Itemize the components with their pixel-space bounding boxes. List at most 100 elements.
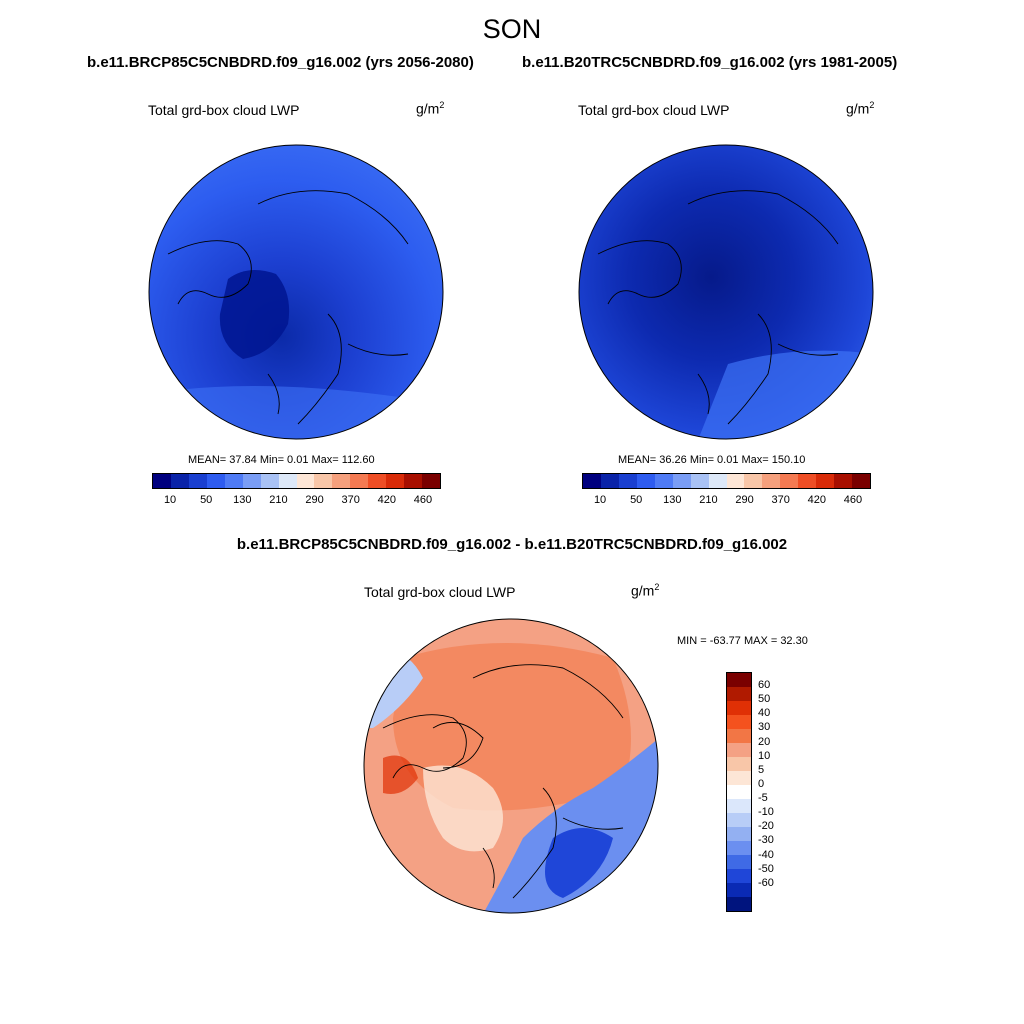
diff-colorbar-tick-label: -50 [758,862,774,875]
difference-title: b.e11.BRCP85C5CNBDRD.f09_g16.002 - b.e11… [236,536,788,553]
right-colorbar-swatch [834,474,853,488]
right-colorbar-tick-label: 420 [807,494,826,506]
right-colorbar-swatch [708,474,727,488]
right-colorbar [582,473,871,489]
right-case-title: b.e11.B20TRC5CNBDRD.f09_g16.002 (yrs 198… [522,54,898,71]
right-colorbar-tick-label: 460 [843,494,863,506]
right-colorbar-swatch [762,474,781,488]
diff-units-label: g/m2 [631,582,660,599]
diff-colorbar-swatch [727,687,751,701]
right-coastline [597,190,839,425]
diff-colorbar-swatch [727,785,751,799]
diff-stats: MIN = -63.77 MAX = 32.30 [677,635,808,647]
right-colorbar-swatch [636,474,655,488]
diff-colorbar-tick-label: -10 [758,806,774,819]
left-colorbar-tick-label: 370 [341,494,360,506]
left-colorbar-swatch [224,474,243,488]
right-units-label: g/m2 [846,100,875,117]
left-colorbar-swatch [404,474,423,488]
diff-colorbar-tick-label: -30 [758,834,774,847]
diff-colorbar-tick-label: -60 [758,876,774,889]
diff-colorbar-swatch [727,743,751,757]
left-colorbar-swatch [368,474,387,488]
diff-colorbar-tick-label: 40 [758,707,771,720]
right-colorbar-swatch [672,474,691,488]
diff-colorbar-swatch [727,673,751,687]
diff-colorbar-swatch [727,757,751,771]
left-colorbar-swatch [350,474,369,488]
left-case-title: b.e11.BRCP85C5CNBDRD.f09_g16.002 (yrs 20… [87,54,474,71]
right-polar-map [578,144,874,440]
left-colorbar-tick-label: 290 [305,494,324,506]
diff-colorbar-tick-label: 5 [758,763,765,776]
right-variable-label: Total grd-box cloud LWP [578,102,730,118]
right-colorbar-swatch [798,474,817,488]
diff-colorbar-tick-label: 0 [758,777,765,790]
left-stats: MEAN= 37.84 Min= 0.01 Max= 112.60 [188,454,375,466]
diff-variable-label: Total grd-box cloud LWP [364,584,516,600]
right-colorbar-swatch [654,474,673,488]
left-colorbar-swatch [422,474,440,488]
diff-coastline [382,664,624,899]
right-colorbar-swatch [726,474,745,488]
diff-colorbar-swatch [727,827,751,841]
left-colorbar [152,473,441,489]
left-polar-map [148,144,444,440]
diff-colorbar [726,672,752,912]
diff-colorbar-swatch [727,813,751,827]
diff-colorbar-tick-label: 20 [758,735,771,748]
diff-colorbar-swatch [727,715,751,729]
diff-colorbar-swatch [727,883,751,897]
left-coastline [167,190,409,425]
left-colorbar-tick-label: 460 [413,494,433,506]
left-colorbar-swatch [332,474,351,488]
diff-colorbar-tick-label: -40 [758,848,774,861]
diff-colorbar-tick-label: 60 [758,679,771,692]
left-colorbar-tick-label: 50 [200,494,213,506]
diff-colorbar-tick-label: 30 [758,721,771,734]
diff-colorbar-swatch [727,701,751,715]
diff-colorbar-tick-label: -5 [758,792,768,805]
left-colorbar-tick-label: 420 [377,494,396,506]
left-variable-label: Total grd-box cloud LWP [148,102,300,118]
right-colorbar-swatch [780,474,799,488]
diff-colorbar-swatch [727,799,751,813]
diff-colorbar-swatch [727,897,751,911]
season-title: SON [482,14,542,44]
left-colorbar-swatch [386,474,405,488]
left-colorbar-swatch [296,474,315,488]
left-colorbar-tick-label: 10 [163,494,177,506]
diff-colorbar-tick-label: 50 [758,693,771,706]
left-colorbar-swatch [206,474,225,488]
right-colorbar-tick-label: 370 [771,494,790,506]
diff-polar-map [363,618,659,914]
diff-colorbar-swatch [727,771,751,785]
right-colorbar-swatch [618,474,637,488]
left-colorbar-swatch [188,474,207,488]
right-colorbar-tick-label: 10 [593,494,607,506]
left-colorbar-swatch [153,474,171,488]
left-colorbar-swatch [314,474,333,488]
left-colorbar-swatch [278,474,297,488]
right-colorbar-swatch [852,474,870,488]
diff-colorbar-swatch [727,729,751,743]
left-colorbar-swatch [242,474,261,488]
diff-colorbar-swatch [727,841,751,855]
diff-colorbar-swatch [727,869,751,883]
right-colorbar-tick-label: 130 [663,494,682,506]
left-colorbar-swatch [260,474,279,488]
diff-colorbar-swatch [727,855,751,869]
left-colorbar-tick-label: 130 [233,494,252,506]
right-colorbar-swatch [583,474,601,488]
right-stats: MEAN= 36.26 Min= 0.01 Max= 150.10 [618,454,806,466]
left-colorbar-tick-label: 210 [269,494,288,506]
right-colorbar-swatch [690,474,709,488]
diff-strong-cool [545,828,613,898]
left-colorbar-swatch [170,474,189,488]
diff-colorbar-tick-label: 10 [758,749,771,762]
right-colorbar-tick-label: 50 [630,494,643,506]
right-colorbar-swatch [744,474,763,488]
diff-colorbar-tick-label: -20 [758,820,774,833]
diff-neutral-region [423,765,503,852]
right-colorbar-swatch [600,474,619,488]
